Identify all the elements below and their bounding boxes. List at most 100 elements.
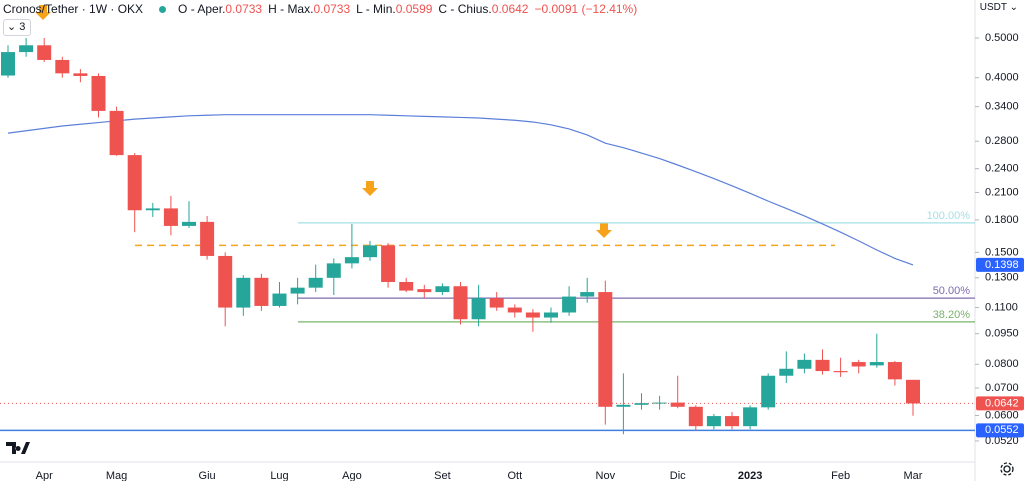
- candle-body: [725, 416, 739, 427]
- candle-body: [200, 221, 215, 256]
- y-tick-label: 0.1800: [985, 214, 1019, 226]
- y-tick-label: 0.0950: [985, 328, 1019, 340]
- candle-body: [616, 404, 631, 407]
- candle-body: [525, 312, 540, 318]
- x-tick-label: Lug: [270, 470, 288, 481]
- candle-body: [761, 375, 776, 408]
- fib-label: 50.00%: [933, 285, 971, 297]
- price-tag-label: 0.0552: [985, 424, 1019, 436]
- candle-body: [290, 287, 305, 294]
- settings-icon[interactable]: [1000, 462, 1014, 476]
- symbol-title: Cronos/Tether · 1W · OKX: [3, 2, 144, 16]
- candle-body: [634, 403, 649, 405]
- y-tick-label: 0.2100: [985, 186, 1019, 198]
- y-tick-label: 0.1300: [985, 272, 1019, 284]
- y-tick-label: 0.0520: [985, 435, 1019, 447]
- x-tick-label: Apr: [36, 470, 53, 481]
- candle-body: [779, 368, 794, 376]
- ohlc-value: 0.0599: [395, 2, 433, 16]
- candle-body: [544, 312, 558, 318]
- x-tick-label: Mar: [904, 470, 923, 481]
- x-tick-label: Mag: [106, 470, 127, 481]
- price-tag: [976, 396, 1024, 411]
- candle-body: [127, 155, 142, 211]
- status-dot: [159, 6, 167, 13]
- x-tick-label: Ago: [342, 470, 362, 481]
- badge-count: 3: [19, 21, 26, 33]
- badge-chevron: ⌄: [7, 21, 20, 33]
- candle-body: [363, 245, 377, 258]
- candle-body: [1, 52, 15, 76]
- candle-body: [344, 257, 359, 264]
- candle-body: [381, 245, 396, 282]
- candle-body: [670, 402, 685, 407]
- candle-body: [399, 281, 414, 291]
- y-tick-label: 0.2800: [985, 135, 1019, 147]
- candle-body: [833, 371, 848, 373]
- candle-body: [417, 289, 432, 293]
- candle-body: [236, 277, 251, 308]
- price-tag-label: 0.0642: [985, 397, 1019, 409]
- candle-body: [851, 362, 866, 367]
- price-tag-label: 0.1398: [985, 259, 1019, 271]
- change: −0.0091 (−12.41%): [534, 2, 638, 16]
- candle-body: [507, 307, 522, 313]
- indicator-badge[interactable]: ⌄ 3: [3, 19, 32, 36]
- candle-body: [562, 296, 577, 313]
- currency: USDT: [979, 2, 1007, 13]
- candle-body: [706, 416, 721, 427]
- candle-body: [906, 379, 920, 404]
- x-tick-label: Feb: [831, 470, 850, 481]
- candle-body: [109, 110, 124, 156]
- candle-body: [55, 59, 70, 74]
- candle-body: [688, 406, 703, 427]
- candle-body: [489, 298, 504, 308]
- y-tick-label: 0.2400: [985, 163, 1019, 175]
- candle-body: [815, 359, 830, 372]
- y-tick-label: 0.0800: [985, 358, 1019, 370]
- ohlc-value: 0.0642: [491, 2, 529, 16]
- ohlc-label: O - Aper.: [178, 2, 226, 16]
- candle-body: [73, 73, 88, 76]
- fib-label: 100.00%: [927, 210, 971, 222]
- ohlc-label: H - Max.: [268, 2, 314, 16]
- candle-body: [19, 45, 34, 53]
- candle-body: [308, 277, 323, 288]
- candle-body: [797, 359, 812, 369]
- candle-body: [182, 221, 196, 226]
- candle-body: [580, 292, 595, 297]
- ohlc-label: L - Min.: [356, 2, 396, 16]
- fib-label: 38.20%: [933, 309, 971, 321]
- candle-body: [598, 292, 613, 407]
- candle-body: [163, 208, 178, 226]
- candle-body: [326, 263, 341, 278]
- candle-body: [91, 75, 106, 111]
- candle-body: [254, 277, 269, 306]
- y-tick-label: 0.1100: [985, 301, 1018, 313]
- y-tick-label: 0.3400: [985, 101, 1019, 113]
- candle-body: [471, 298, 486, 320]
- candle-body: [145, 208, 160, 211]
- price-tag: [976, 257, 1024, 272]
- currency-selector[interactable]: USDT ⌄: [979, 2, 1018, 13]
- candle-body: [218, 255, 233, 308]
- y-tick-label: 0.5000: [985, 32, 1019, 44]
- moving-average: [7, 114, 914, 266]
- x-tick-label: Set: [434, 470, 451, 481]
- x-tick-label: Nov: [596, 470, 616, 481]
- tv-logo: [6, 442, 30, 454]
- legend-header: Cronos/Tether · 1W · OKX O - Aper.0.0733 H…: [3, 2, 643, 16]
- ohlc-values: O - Aper.0.0733 H - Max.0.0733 L - Min.0.0…: [178, 2, 534, 16]
- ohlc-value: 0.0733: [313, 2, 351, 16]
- y-tick-label: 0.0600: [985, 409, 1019, 421]
- candle-body: [652, 402, 667, 404]
- ohlc-value: 0.0733: [225, 2, 263, 16]
- ohlc-label: C - Chius.: [438, 2, 492, 16]
- candle-body: [272, 293, 287, 306]
- candle-body: [37, 45, 52, 60]
- y-tick-label: 0.0700: [985, 382, 1019, 394]
- candle-body: [453, 286, 468, 320]
- y-tick-label: 0.1500: [985, 246, 1019, 258]
